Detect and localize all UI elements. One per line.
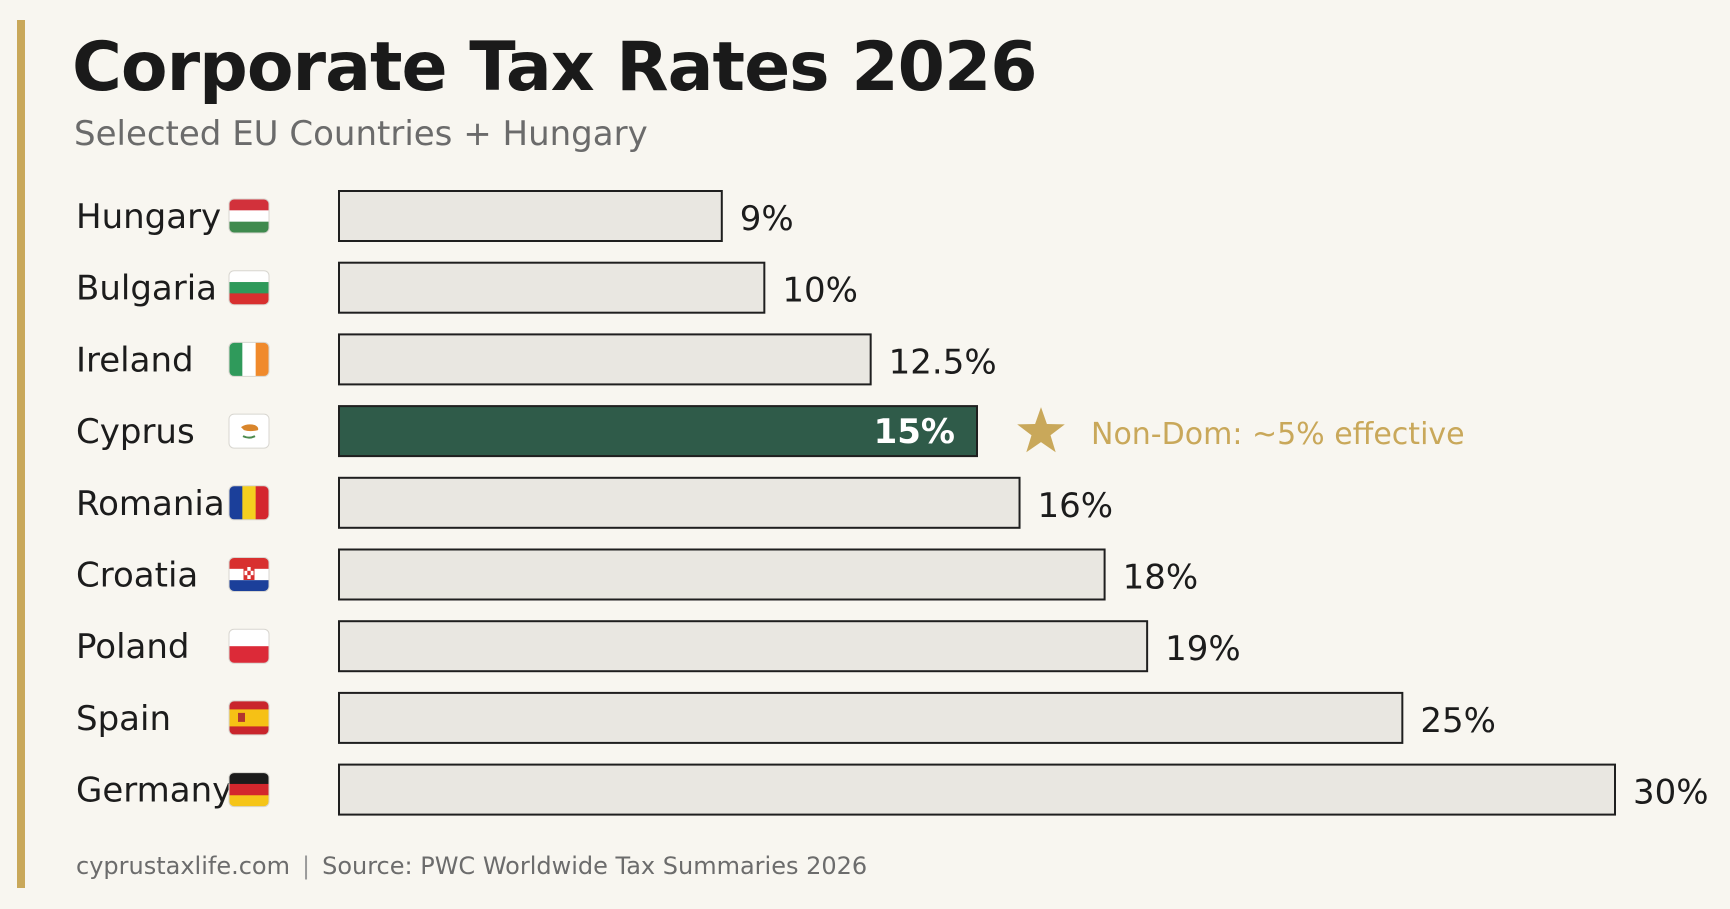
value-label-bulgaria: 10% xyxy=(782,271,858,311)
bar-poland xyxy=(338,620,1149,673)
value-label-spain: 25% xyxy=(1420,701,1496,741)
bar-row-bulgaria: Bulgaria 10% xyxy=(76,261,858,314)
bulgaria-flag-icon xyxy=(228,270,270,306)
bar-cyprus xyxy=(338,405,978,458)
footer-separator: | xyxy=(301,852,311,880)
bar-germany xyxy=(338,763,1616,816)
bar-hungary xyxy=(338,190,723,242)
category-label-ireland: Ireland xyxy=(76,340,194,380)
value-label-cyprus: 15% xyxy=(874,412,955,452)
bar-row-spain: Spain 25% xyxy=(76,691,1496,744)
footer-source: Source: PWC Worldwide Tax Summaries 2026 xyxy=(322,852,868,880)
value-label-croatia: 18% xyxy=(1123,558,1199,598)
bar-row-germany: Germany 30% xyxy=(76,763,1709,816)
value-label-poland: 19% xyxy=(1165,629,1241,669)
value-label-romania: 16% xyxy=(1038,486,1114,526)
chart-subtitle: Selected EU Countries + Hungary xyxy=(74,114,648,154)
croatia-flag-icon xyxy=(228,557,270,592)
bar-ireland xyxy=(338,333,872,386)
value-label-ireland: 12.5% xyxy=(889,342,997,382)
bar-row-poland: Poland 19% xyxy=(76,620,1241,673)
category-label-romania: Romania xyxy=(76,484,225,524)
category-label-hungary: Hungary xyxy=(76,197,221,237)
germany-flag-icon xyxy=(228,772,270,808)
ireland-flag-icon xyxy=(228,341,270,377)
bar-bulgaria xyxy=(338,261,766,314)
bar-row-croatia: Croatia 18% xyxy=(76,548,1199,601)
spain-flag-icon xyxy=(228,700,270,736)
category-label-spain: Spain xyxy=(76,699,171,739)
chart-title: Corporate Tax Rates 2026 xyxy=(72,28,1038,107)
bar-row-cyprus: Cyprus 15% Non-Dom: ~5% effective xyxy=(76,405,1465,458)
category-label-poland: Poland xyxy=(76,627,190,667)
value-label-hungary: 9% xyxy=(740,199,794,239)
star-icon xyxy=(1017,407,1065,453)
bar-row-romania: Romania 16% xyxy=(76,476,1114,529)
category-label-bulgaria: Bulgaria xyxy=(76,269,217,309)
bar-row-hungary: Hungary 9% xyxy=(76,190,794,242)
footer-site: cyprustaxlife.com xyxy=(76,852,290,880)
accent-bar xyxy=(17,20,25,888)
bar-croatia xyxy=(338,548,1106,601)
value-label-germany: 30% xyxy=(1633,773,1709,813)
poland-flag-icon xyxy=(228,628,270,664)
footer: cyprustaxlife.com | Source: PWC Worldwide … xyxy=(76,852,867,880)
bar-spain xyxy=(338,691,1404,744)
category-label-croatia: Croatia xyxy=(76,556,198,596)
romania-flag-icon xyxy=(228,485,270,521)
cyprus-flag-icon xyxy=(228,413,270,449)
annotation-text: Non-Dom: ~5% effective xyxy=(1091,417,1465,452)
bar-romania xyxy=(338,476,1021,529)
category-label-cyprus: Cyprus xyxy=(76,412,195,452)
bar-row-ireland: Ireland 12.5% xyxy=(76,333,997,386)
category-label-germany: Germany xyxy=(76,771,232,811)
hungary-flag-icon xyxy=(228,198,270,234)
